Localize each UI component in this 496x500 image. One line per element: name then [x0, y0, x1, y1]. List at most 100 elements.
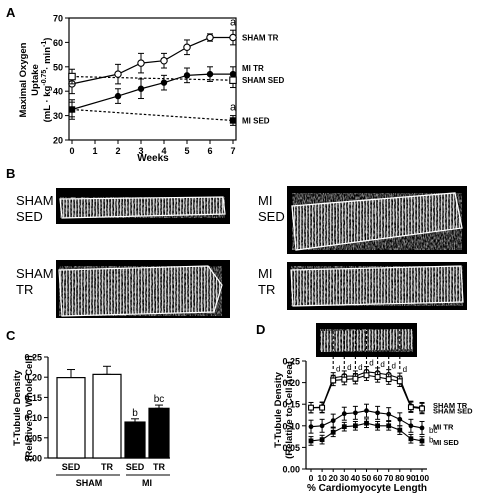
- data-point: [308, 438, 314, 444]
- data-point: [375, 410, 380, 416]
- data-point: [330, 429, 336, 435]
- data-point: [114, 92, 122, 100]
- data-point: [396, 378, 403, 385]
- x-tick-label: 7: [230, 146, 235, 156]
- panel-d-plot: 0.00 0.05 0.10 0.15 0.20 0.25 0 10 20 30 40 50 60 70 8…: [282, 326, 473, 483]
- x-tick-label: 6: [207, 146, 212, 156]
- data-point: [364, 408, 369, 414]
- panel-a-xlabel: Weeks: [137, 153, 169, 164]
- y-tick-label: 0.10: [282, 421, 300, 431]
- panel-d-xlabel: % Cardiomyocyte Length: [307, 483, 427, 494]
- group-label: MI: [142, 478, 152, 488]
- x-tick-label: 100: [415, 473, 429, 483]
- data-point: [319, 437, 325, 443]
- data-point: [206, 33, 214, 42]
- label-mi-tr-line2: TR: [258, 282, 275, 297]
- y-tick-label: 50: [53, 62, 63, 72]
- data-point: [68, 106, 76, 113]
- x-tick-label: 5: [184, 146, 189, 156]
- label-sham-tr-line2: TR: [16, 282, 33, 297]
- x-tick-label: 4: [161, 146, 166, 156]
- x-tick-label: 60: [373, 473, 383, 483]
- category-label: SED: [126, 462, 145, 472]
- x-tick-label: 0: [309, 473, 314, 483]
- panel-c-ylabel: T-Tubule Density (Relative to Whole Cell…: [12, 355, 35, 461]
- series-label: MI SED: [242, 116, 270, 125]
- annotation: bc: [154, 394, 165, 405]
- series-label: MI SED: [433, 438, 459, 447]
- point-annotation: d: [358, 363, 362, 372]
- label-mi-tr-line1: MI: [258, 266, 272, 281]
- annotation: a: [230, 16, 237, 28]
- series-line: [71, 108, 234, 122]
- y-tick-label: 20: [53, 136, 63, 146]
- x-tick-label: 70: [384, 473, 394, 483]
- data-point: [386, 411, 392, 417]
- data-point: [160, 56, 168, 65]
- panel-d-ylabel-line2: (Relative to Cell Area): [284, 361, 295, 459]
- data-point: [229, 117, 237, 124]
- panel-b: B SHAM SED MI SED SHAM TR: [6, 166, 467, 318]
- panel-d-ylabel: T-Tubule Density (Relative to Cell Area): [273, 361, 295, 459]
- data-point: [397, 416, 403, 422]
- data-point: [229, 76, 237, 84]
- data-point: [419, 405, 425, 412]
- series-label: SHAM SED: [242, 76, 284, 85]
- series-label: SHAM TR: [242, 34, 279, 43]
- label-mi-sed-line2: SED: [258, 209, 285, 224]
- y-tick-label: 0.10: [24, 413, 42, 423]
- label-sham-tr-line1: SHAM: [16, 266, 54, 281]
- data-point: [397, 427, 403, 433]
- y-tick-label: 60: [53, 38, 63, 48]
- data-point: [341, 376, 348, 383]
- point-annotation: d: [403, 365, 407, 374]
- panel-c-letter: C: [6, 328, 16, 343]
- data-point: [137, 85, 145, 92]
- annotation: b: [132, 408, 138, 419]
- group-label: SHAM: [76, 478, 103, 488]
- end-annotation: b: [429, 436, 434, 445]
- data-point: [319, 404, 326, 411]
- y-tick-label: 0.05: [282, 443, 300, 453]
- data-point: [353, 410, 358, 416]
- panel-a-ylabel: Maximal Oxygen Uptake (mL · kg-0.75· min…: [18, 38, 53, 123]
- y-tick-label: 0.15: [282, 400, 300, 410]
- panel-a-plot: 20 30 40 50 60 70 0 1 2 3 4 5 6 7 SHAM TR MI TR SHAM SED…: [53, 14, 284, 157]
- panel-a-ylabel-exp: -0.75: [41, 70, 48, 86]
- x-tick-label: 2: [115, 146, 120, 156]
- data-point: [419, 438, 425, 444]
- category-label: TR: [101, 462, 113, 472]
- series-label: MI TR: [433, 423, 454, 432]
- cell-image-mi-sed: [287, 186, 467, 254]
- y-tick-label: 0.15: [24, 393, 42, 403]
- y-tick-label: 0.25: [24, 353, 42, 363]
- data-point: [341, 411, 347, 417]
- point-annotation: d: [369, 359, 373, 368]
- bar: [124, 421, 146, 459]
- x-tick-label: 50: [362, 473, 372, 483]
- annotation: a: [230, 102, 237, 114]
- y-tick-label: 40: [53, 87, 63, 97]
- data-point: [183, 43, 191, 52]
- data-point: [364, 420, 369, 426]
- x-tick-label: 40: [351, 473, 361, 483]
- point-annotation: d: [380, 360, 384, 369]
- bar: [92, 373, 122, 459]
- panel-b-letter: B: [6, 166, 15, 181]
- panel-a-ylabel-tail: · min: [42, 47, 53, 70]
- panel-c-ylabel-line1: T-Tubule Density: [12, 369, 23, 446]
- data-point: [375, 423, 380, 429]
- panel-a-ylabel-tail-exp: -1: [41, 41, 48, 47]
- panel-c-plot: 0.00 0.05 0.10 0.15 0.20 0.25 SED TR SED b TR bc SHA…: [24, 353, 170, 488]
- y-tick-label: 0.05: [24, 433, 42, 443]
- data-point: [137, 59, 145, 67]
- x-tick-label: 0: [69, 146, 74, 156]
- bar: [148, 407, 170, 459]
- label-sham-sed-line1: SHAM: [16, 193, 54, 208]
- label-sham-sed-line2: SED: [16, 209, 43, 224]
- data-point: [363, 372, 370, 379]
- data-point: [68, 72, 76, 81]
- data-point: [352, 375, 359, 382]
- y-tick-label: 30: [53, 111, 63, 121]
- panel-a-ylabel-units: (mL · kg: [42, 85, 53, 122]
